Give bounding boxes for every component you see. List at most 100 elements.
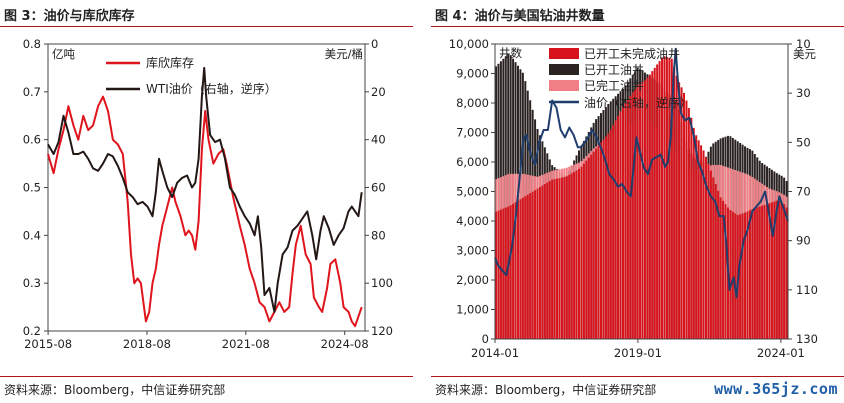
right-title-rule <box>431 26 844 27</box>
left-y-tick-label: 0.3 <box>23 276 41 290</box>
right-right-y-tick-label: 110 <box>796 283 818 297</box>
bar-duc-wells <box>770 202 773 339</box>
bar-duc-wells <box>599 142 602 339</box>
bar-duc-wells <box>653 67 656 340</box>
right-right-y-tick-label: 30 <box>796 86 811 100</box>
bar-duc-wells <box>524 196 527 339</box>
legend-label: 油价（右轴，逆序） <box>584 95 692 110</box>
series-line-oil-price <box>494 47 789 299</box>
right-source-note: 资料来源：Bloomberg，中信证券研究部 <box>435 383 657 397</box>
left-title-rule <box>0 26 413 27</box>
bar-duc-wells <box>538 187 541 339</box>
right-source-rule <box>431 376 844 377</box>
legend-label: 已开工油井 <box>584 63 644 77</box>
bar-duc-wells <box>722 200 725 339</box>
bar-duc-wells <box>780 202 783 339</box>
legend-label: 库欣库存 <box>146 55 194 70</box>
bar-duc-wells <box>775 200 778 339</box>
right-right-y-tick-label: 10 <box>796 37 811 51</box>
bar-duc-wells <box>626 99 629 339</box>
bar-duc-wells <box>585 160 588 339</box>
bar-duc-wells <box>634 88 637 340</box>
bar-duc-wells <box>541 185 544 339</box>
right-right-y-axis-title: 美元 <box>793 47 816 61</box>
bar-duc-wells <box>731 211 734 339</box>
bar-duc-wells <box>670 58 673 340</box>
right-figure-title: 图 4：油价与美国钻油井数量 <box>435 9 605 24</box>
right-left-y-tick-label: 6,000 <box>456 155 489 169</box>
right-figure-panel: 图 4：油价与美国钻油井数量 10,000 9,000 8,000 7,000 6,00… <box>431 0 844 403</box>
bar-duc-wells <box>697 140 700 339</box>
right-left-y-axis-title: 井数 <box>499 46 522 60</box>
bar-duc-wells <box>643 80 646 339</box>
bar-duc-wells <box>495 211 497 339</box>
bar-duc-wells <box>531 191 534 339</box>
right-axis-tick-label: 0 <box>371 37 378 51</box>
left-line-chart: 0.8 0.7 0.6 0.5 0.4 0.3 0.2 0 20 40 60 80 100 120 亿吨 美元… <box>23 37 393 351</box>
bar-duc-wells <box>602 139 605 339</box>
legend-label: 已完工油井 <box>584 78 644 93</box>
right-left-y-tick-label: 3,000 <box>456 244 489 258</box>
bar-duc-wells <box>507 206 510 339</box>
bar-duc-wells <box>543 184 546 339</box>
bar-duc-wells <box>499 209 502 339</box>
bar-duc-wells <box>646 77 649 339</box>
right-left-y-tick-label: 10,000 <box>449 37 489 51</box>
bar-duc-wells <box>519 199 522 339</box>
right-left-y-tick-label: 2,000 <box>456 273 489 287</box>
bar-duc-wells <box>641 82 644 339</box>
bar-duc-wells <box>702 150 705 339</box>
bar-duc-wells <box>687 108 690 339</box>
x-tick-label: 2024-08 <box>321 337 369 351</box>
bar-duc-wells <box>714 184 717 339</box>
bar-duc-wells <box>753 208 756 339</box>
bar-duc-wells <box>683 92 686 339</box>
right-axis-tick-label: 40 <box>371 133 386 147</box>
bar-duc-wells <box>553 179 556 339</box>
bar-duc-wells <box>573 171 576 339</box>
bar-duc-wells <box>675 75 678 339</box>
right-left-y-tick-label: 8,000 <box>456 96 489 110</box>
bar-duc-wells <box>761 205 764 339</box>
x-tick-label: 2018-08 <box>123 337 171 351</box>
right-left-y-tick-label: 9,000 <box>456 67 489 81</box>
bar-duc-wells <box>651 71 654 339</box>
right-axis-tick-label: 80 <box>371 228 386 242</box>
right-axis-tick-label: 100 <box>371 276 393 290</box>
bar-duc-wells <box>614 120 617 339</box>
legend-swatch <box>549 80 579 91</box>
bar-duc-wells <box>746 211 749 339</box>
bar-duc-wells <box>744 212 747 339</box>
bar-duc-wells <box>748 210 751 339</box>
bar-duc-wells <box>516 200 519 339</box>
bar-duc-wells <box>578 168 581 339</box>
x-tick-label: 2021-08 <box>222 337 270 351</box>
bar-duc-wells <box>546 182 549 339</box>
right-right-y-tick-label: 70 <box>796 185 811 199</box>
left-source-rule <box>0 376 413 377</box>
bar-duc-wells <box>663 56 666 339</box>
bar-duc-wells <box>680 87 683 339</box>
right-x-tick-label: 2019-01 <box>614 346 662 360</box>
left-source-note: 资料来源：Bloomberg，中信证券研究部 <box>4 383 226 397</box>
bar-duc-wells <box>619 111 622 339</box>
right-bar-chart: 10,000 9,000 8,000 7,000 6,000 5,000 4,000 3,00… <box>449 37 818 360</box>
legend-label: 已开工未完成油井 <box>584 46 680 61</box>
right-left-y-tick-label: 4,000 <box>456 214 489 228</box>
bar-duc-wells <box>700 145 703 339</box>
legend-swatch <box>549 48 579 59</box>
legend-swatch <box>549 64 579 75</box>
bar-duc-wells <box>565 176 568 339</box>
bar-duc-wells <box>648 74 651 339</box>
bar-duc-wells <box>678 82 681 339</box>
bar-duc-wells <box>783 204 786 339</box>
bar-duc-wells <box>582 163 585 339</box>
bar-duc-wells <box>766 204 769 339</box>
bar-duc-wells <box>548 181 551 339</box>
bar-duc-wells <box>673 66 676 339</box>
site-watermark: www.365jz.com <box>714 380 838 398</box>
bar-duc-wells <box>785 207 788 339</box>
bar-duc-wells <box>497 210 500 339</box>
x-tick-label: 2015-08 <box>24 337 72 351</box>
bar-duc-wells <box>665 57 668 339</box>
